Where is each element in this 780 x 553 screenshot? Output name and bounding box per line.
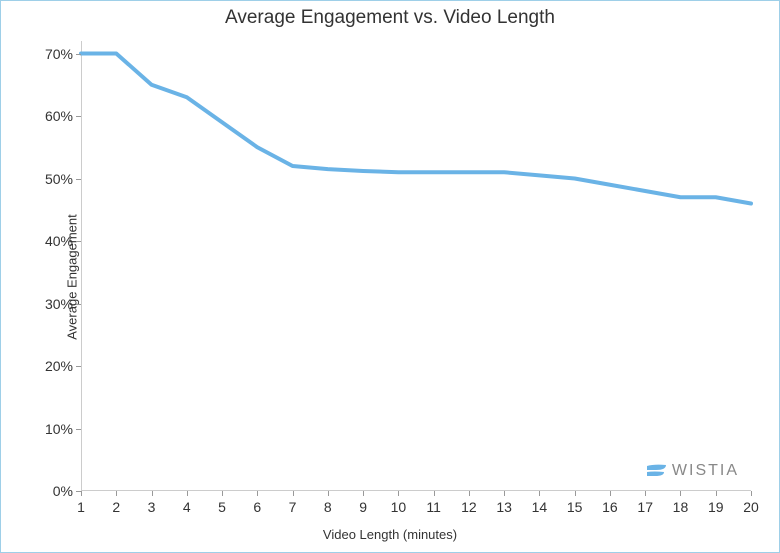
x-tick-label: 2: [112, 499, 120, 515]
x-tick-mark: [610, 491, 611, 496]
y-tick-mark: [76, 54, 81, 55]
y-tick-label: 40%: [45, 233, 73, 249]
x-tick-label: 13: [496, 499, 512, 515]
y-tick-label: 0%: [53, 483, 73, 499]
x-tick-label: 15: [567, 499, 583, 515]
x-tick-mark: [434, 491, 435, 496]
y-tick-mark: [76, 116, 81, 117]
x-tick-mark: [363, 491, 364, 496]
y-tick-mark: [76, 304, 81, 305]
x-tick-mark: [539, 491, 540, 496]
x-tick-label: 8: [324, 499, 332, 515]
x-tick-label: 4: [183, 499, 191, 515]
x-tick-mark: [257, 491, 258, 496]
plot-area: 0%10%20%30%40%50%60%70%12345678910111213…: [81, 41, 751, 491]
y-tick-mark: [76, 429, 81, 430]
wistia-logo-text: WISTIA: [672, 462, 739, 480]
x-tick-mark: [680, 491, 681, 496]
x-tick-label: 7: [289, 499, 297, 515]
y-tick-label: 50%: [45, 171, 73, 187]
x-tick-label: 18: [673, 499, 689, 515]
x-tick-mark: [716, 491, 717, 496]
x-tick-mark: [328, 491, 329, 496]
x-tick-mark: [187, 491, 188, 496]
wistia-logo: WISTIA: [646, 462, 739, 480]
x-tick-label: 6: [253, 499, 261, 515]
y-tick-label: 10%: [45, 421, 73, 437]
x-tick-label: 5: [218, 499, 226, 515]
y-tick-label: 60%: [45, 108, 73, 124]
x-axis-label: Video Length (minutes): [1, 527, 779, 542]
x-tick-label: 19: [708, 499, 724, 515]
y-tick-mark: [76, 241, 81, 242]
x-tick-label: 17: [637, 499, 653, 515]
x-tick-label: 1: [77, 499, 85, 515]
x-tick-label: 10: [391, 499, 407, 515]
x-tick-label: 9: [359, 499, 367, 515]
x-tick-mark: [81, 491, 82, 496]
x-tick-label: 12: [461, 499, 477, 515]
x-tick-mark: [398, 491, 399, 496]
y-tick-label: 70%: [45, 46, 73, 62]
engagement-line: [81, 41, 751, 491]
x-tick-mark: [152, 491, 153, 496]
x-tick-label: 16: [602, 499, 618, 515]
x-tick-mark: [504, 491, 505, 496]
x-tick-mark: [116, 491, 117, 496]
x-tick-label: 11: [426, 499, 441, 515]
x-tick-label: 14: [532, 499, 548, 515]
x-tick-mark: [751, 491, 752, 496]
y-tick-label: 20%: [45, 358, 73, 374]
x-tick-label: 3: [148, 499, 156, 515]
x-tick-mark: [222, 491, 223, 496]
x-tick-mark: [293, 491, 294, 496]
x-tick-mark: [645, 491, 646, 496]
x-tick-label: 20: [743, 499, 759, 515]
y-tick-mark: [76, 366, 81, 367]
chart-container: Average Engagement vs. Video Length Aver…: [0, 0, 780, 553]
x-tick-mark: [469, 491, 470, 496]
y-tick-label: 30%: [45, 296, 73, 312]
x-tick-mark: [575, 491, 576, 496]
y-tick-mark: [76, 179, 81, 180]
chart-title: Average Engagement vs. Video Length: [1, 7, 779, 29]
wistia-icon: [646, 463, 668, 479]
